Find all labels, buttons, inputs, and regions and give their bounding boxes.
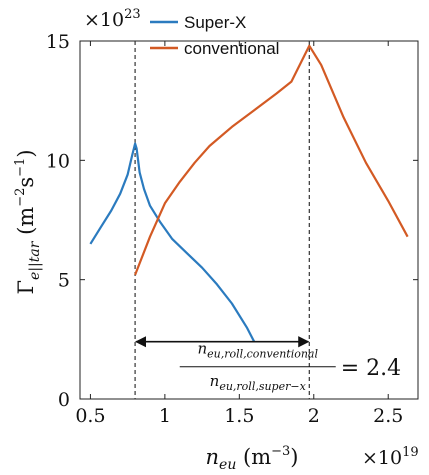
series-line-0 bbox=[89, 142, 256, 343]
y-label-unit: (m bbox=[14, 207, 38, 242]
legend-label-0: Super-X bbox=[184, 13, 246, 32]
x-multiplier-exp: 19 bbox=[402, 445, 419, 460]
y-tick-label: 15 bbox=[46, 31, 70, 53]
x-tick-label: 1.5 bbox=[224, 405, 254, 427]
annot-den-main: n bbox=[210, 372, 220, 390]
y-axis-label: Γe||tar (m−2s−1) bbox=[13, 149, 43, 294]
annotation-numerator: neu,roll,conventional bbox=[197, 340, 318, 361]
x-multiplier: ×1019 bbox=[362, 445, 419, 469]
series-line-1 bbox=[134, 44, 409, 276]
y-label-main: Γ bbox=[14, 280, 38, 295]
x-label-unit-exp: −3 bbox=[271, 444, 290, 459]
x-label-sub: eu bbox=[219, 457, 236, 473]
y-multiplier-exp: 23 bbox=[124, 7, 141, 22]
y-tick-label: 0 bbox=[58, 389, 70, 411]
y-label-unit-close: ) bbox=[14, 149, 38, 157]
y-label-sub: e||tar bbox=[27, 240, 43, 280]
y-label-unit-exp1: −2 bbox=[13, 188, 28, 207]
y-label-unit-mid: s bbox=[14, 177, 38, 188]
x-label-main: n bbox=[206, 445, 220, 469]
annotation-denominator: neu,roll,super−x bbox=[210, 372, 307, 393]
x-tick-label: 2 bbox=[308, 405, 320, 427]
x-tick-label: 0.5 bbox=[75, 405, 105, 427]
y-multiplier-base: ×10 bbox=[84, 9, 124, 31]
y-label-unit-exp2: −1 bbox=[13, 158, 28, 177]
annotation-rhs: = 2.4 bbox=[341, 356, 401, 381]
legend-label-1: conventional bbox=[184, 39, 279, 58]
x-tick-label: 2.5 bbox=[373, 405, 403, 427]
y-multiplier: ×1023 bbox=[84, 7, 141, 31]
y-tick-label: 5 bbox=[58, 270, 70, 292]
y-tick-label: 10 bbox=[46, 150, 70, 172]
annot-num-main: n bbox=[197, 340, 207, 358]
annot-den-sub: eu,roll,super−x bbox=[219, 380, 306, 393]
x-multiplier-base: ×10 bbox=[362, 447, 402, 469]
x-label-unit: (m bbox=[236, 445, 271, 469]
x-tick-label: 1 bbox=[159, 405, 171, 427]
x-label-unit-close: ) bbox=[290, 445, 298, 469]
x-axis-label: neu (m−3) bbox=[206, 444, 299, 473]
annot-num-sub: eu,roll,conventional bbox=[207, 348, 318, 361]
plot-frame bbox=[79, 40, 419, 400]
